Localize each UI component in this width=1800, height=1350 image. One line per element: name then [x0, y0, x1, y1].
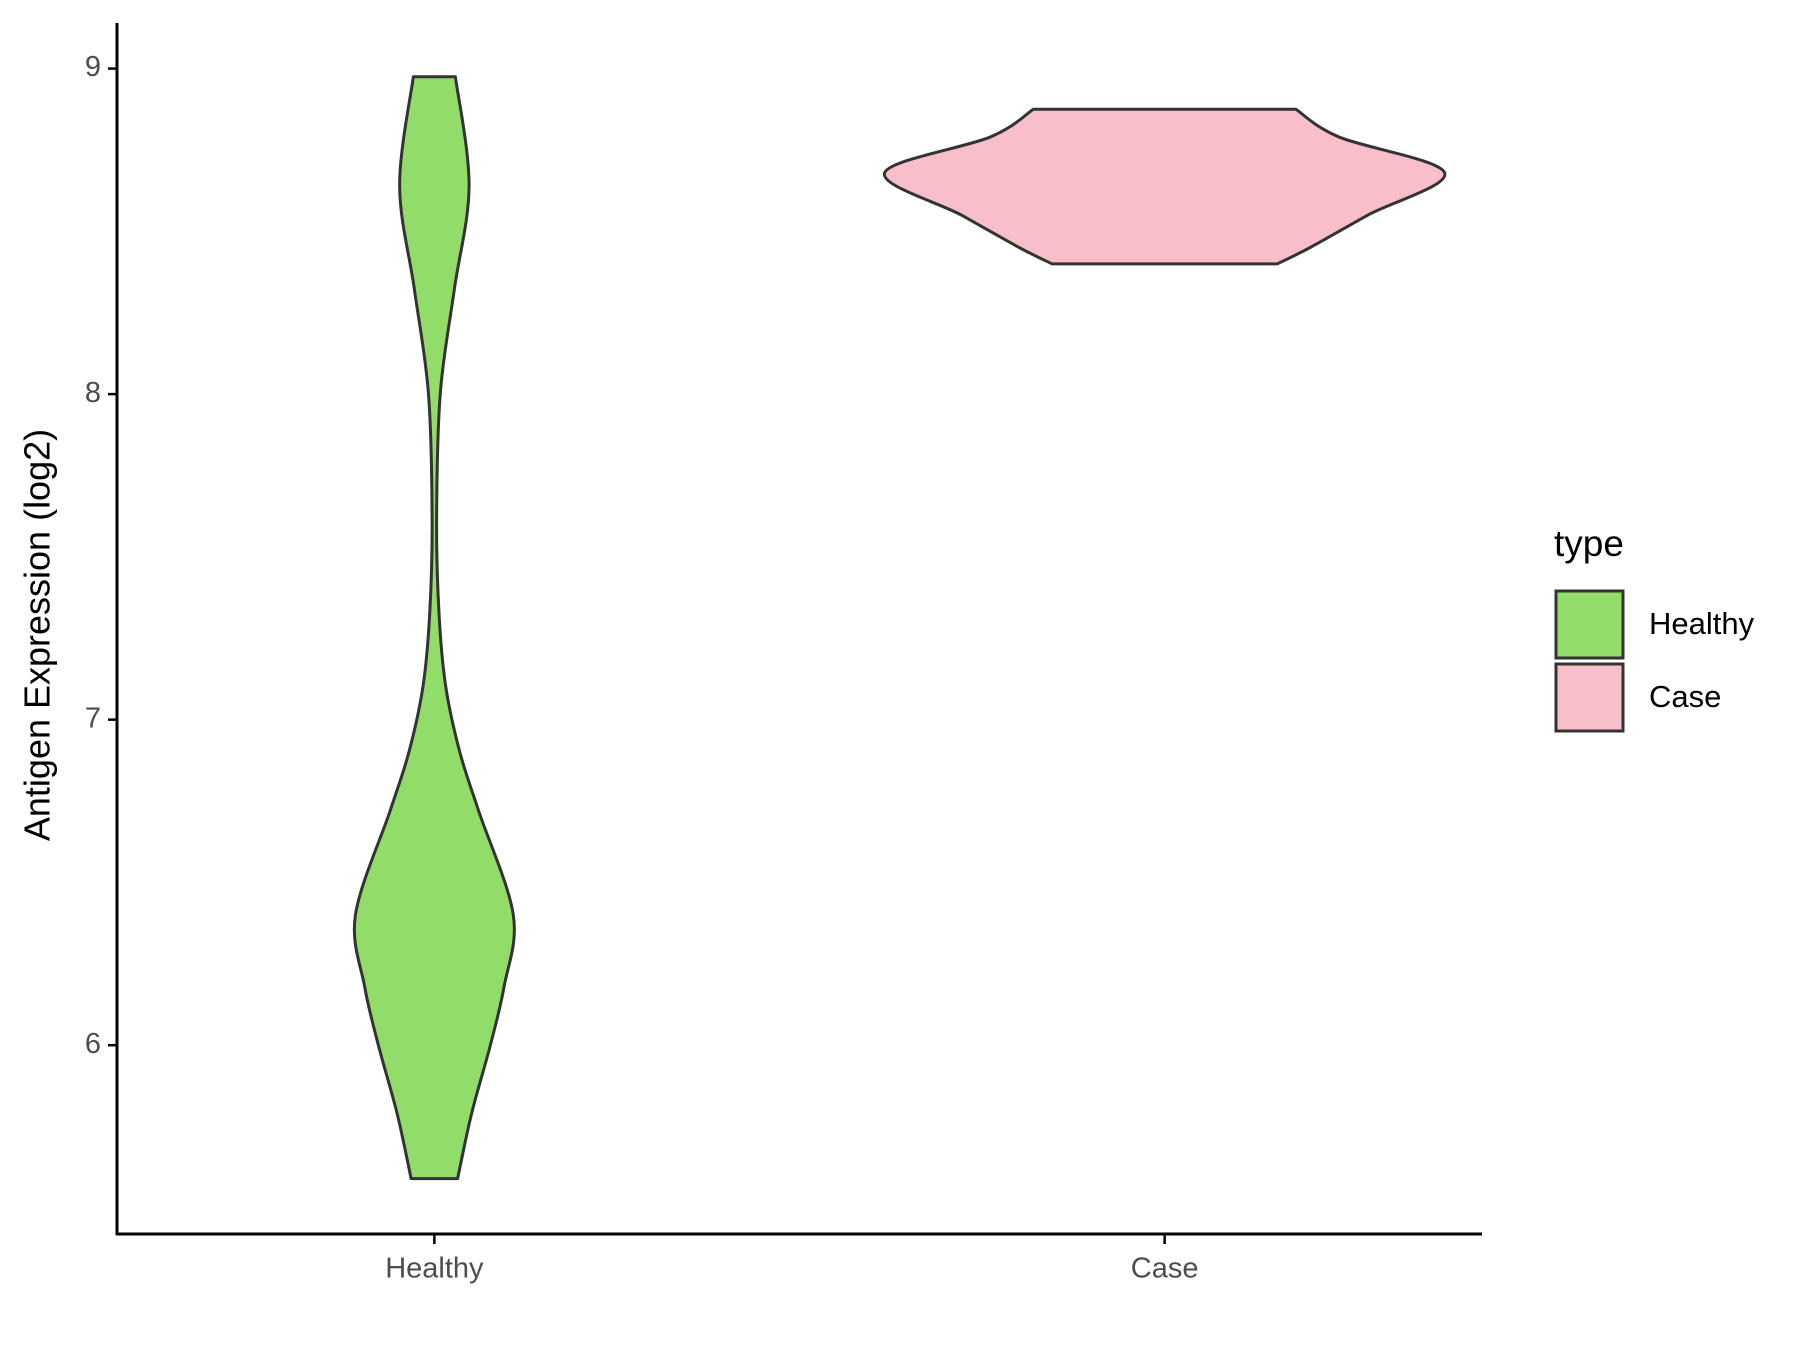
legend-title: type — [1554, 523, 1624, 564]
x-tick-label: Case — [1131, 1253, 1199, 1285]
x-tick-label: Healthy — [385, 1253, 484, 1285]
y-tick-label: 6 — [85, 1028, 101, 1060]
legend-label: Case — [1649, 679, 1721, 714]
legend-key — [1554, 589, 1625, 660]
y-axis-title: Antigen Expression (log2) — [17, 429, 58, 841]
y-tick-label: 8 — [85, 377, 101, 409]
legend-key — [1554, 662, 1625, 733]
violin — [352, 75, 516, 1181]
violin — [883, 107, 1447, 266]
legend-label: Healthy — [1649, 606, 1755, 641]
y-tick-label: 7 — [85, 702, 101, 734]
y-tick-label: 9 — [85, 51, 101, 83]
